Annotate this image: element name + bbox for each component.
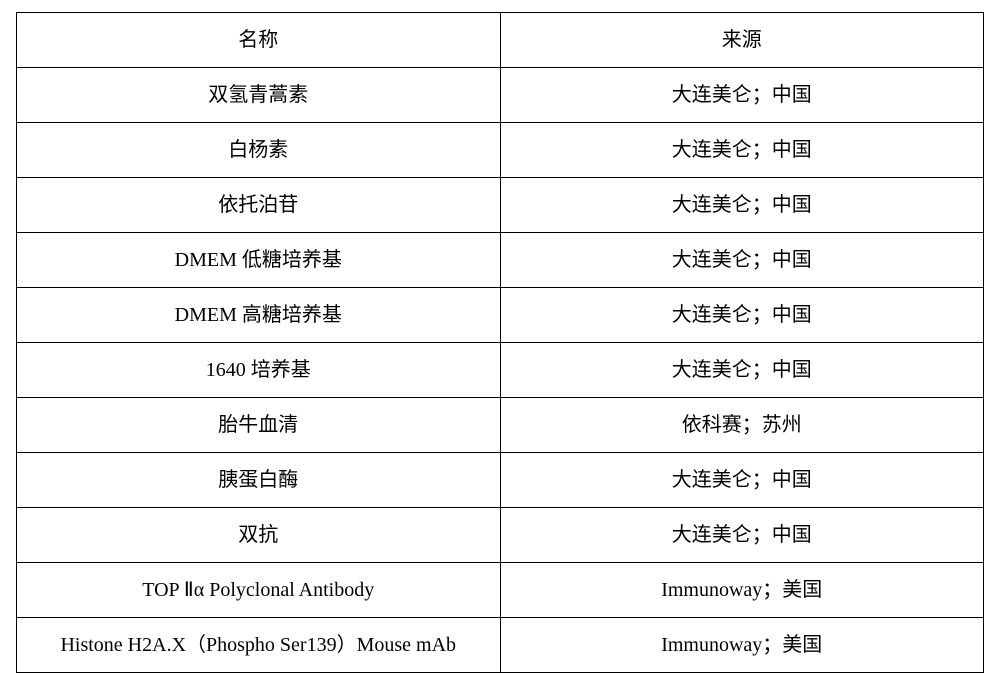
cell-name: Histone H2A.X（Phospho Ser139）Mouse mAb <box>17 618 501 673</box>
cell-source: 大连美仑；中国 <box>500 178 984 233</box>
table-row: DMEM 低糖培养基 大连美仑；中国 <box>17 233 984 288</box>
cell-name: 双氢青蒿素 <box>17 68 501 123</box>
table-row: 胎牛血清 依科赛；苏州 <box>17 398 984 453</box>
cell-source: Immunoway；美国 <box>500 618 984 673</box>
cell-source: 大连美仑；中国 <box>500 453 984 508</box>
cell-source: 大连美仑；中国 <box>500 343 984 398</box>
cell-name: 胎牛血清 <box>17 398 501 453</box>
cell-name: 胰蛋白酶 <box>17 453 501 508</box>
cell-name: DMEM 低糖培养基 <box>17 233 501 288</box>
table-row: Histone H2A.X（Phospho Ser139）Mouse mAb I… <box>17 618 984 673</box>
cell-source: 大连美仑；中国 <box>500 288 984 343</box>
table-row: DMEM 高糖培养基 大连美仑；中国 <box>17 288 984 343</box>
table-header-row: 名称 来源 <box>17 13 984 68</box>
cell-source: 依科赛；苏州 <box>500 398 984 453</box>
table-row: 1640 培养基 大连美仑；中国 <box>17 343 984 398</box>
cell-source: 大连美仑；中国 <box>500 123 984 178</box>
cell-name: 依托泊苷 <box>17 178 501 233</box>
cell-name: 1640 培养基 <box>17 343 501 398</box>
table-row: TOP Ⅱα Polyclonal Antibody Immunoway；美国 <box>17 563 984 618</box>
header-name: 名称 <box>17 13 501 68</box>
table-row: 胰蛋白酶 大连美仑；中国 <box>17 453 984 508</box>
reagent-table: 名称 来源 双氢青蒿素 大连美仑；中国 白杨素 大连美仑；中国 依托泊苷 大连美… <box>16 12 984 673</box>
cell-source: Immunoway；美国 <box>500 563 984 618</box>
cell-name: TOP Ⅱα Polyclonal Antibody <box>17 563 501 618</box>
cell-source: 大连美仑；中国 <box>500 508 984 563</box>
table-row: 依托泊苷 大连美仑；中国 <box>17 178 984 233</box>
table-row: 双氢青蒿素 大连美仑；中国 <box>17 68 984 123</box>
table-row: 双抗 大连美仑；中国 <box>17 508 984 563</box>
table-row: 白杨素 大连美仑；中国 <box>17 123 984 178</box>
cell-source: 大连美仑；中国 <box>500 233 984 288</box>
header-source: 来源 <box>500 13 984 68</box>
cell-name: DMEM 高糖培养基 <box>17 288 501 343</box>
cell-name: 白杨素 <box>17 123 501 178</box>
cell-name: 双抗 <box>17 508 501 563</box>
cell-source: 大连美仑；中国 <box>500 68 984 123</box>
